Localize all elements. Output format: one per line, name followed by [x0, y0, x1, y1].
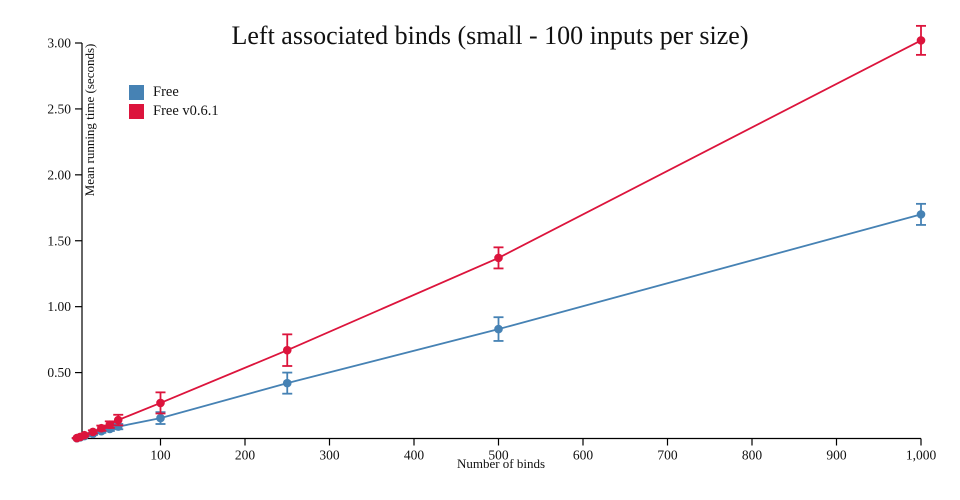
- series-free-v0-6-1: [71, 24, 926, 443]
- legend: Free Free v0.6.1: [129, 85, 219, 119]
- y-tick-label: 1.50: [47, 233, 71, 248]
- free-v0-6-1-point: [88, 427, 98, 437]
- chart-title: Left associated binds (small - 100 input…: [231, 21, 749, 50]
- legend-item-free-v0-6-1: Free v0.6.1: [129, 104, 219, 119]
- series-free: [71, 202, 926, 443]
- y-tick-label: 2.50: [47, 101, 71, 116]
- free-v0-6-1-point: [113, 415, 123, 425]
- free-point: [494, 324, 503, 334]
- x-axis-title: Number of binds: [456, 456, 546, 471]
- free-v0-6-1-point: [105, 420, 115, 429]
- y-tick-label: 0.50: [47, 365, 71, 380]
- x-tick-label: 700: [657, 448, 678, 463]
- y-axis-title: Mean running time (seconds): [82, 43, 97, 197]
- free-point: [156, 413, 165, 423]
- legend-item-free: Free: [129, 85, 219, 100]
- x-tick-label: 100: [150, 448, 171, 463]
- x-tick-label: 500: [488, 448, 509, 463]
- free-v0-6-1-point: [282, 345, 292, 355]
- free-v0-6-1-point: [156, 398, 165, 408]
- y-tick-label: 3.00: [47, 36, 71, 51]
- free-v0-6-1-point: [916, 36, 926, 45]
- x-tick-label: 300: [319, 448, 340, 463]
- y-tick-label: 1.00: [47, 299, 71, 314]
- free-series-swatch: [129, 85, 144, 100]
- legend-label-free-v0-6-1: Free v0.6.1: [153, 103, 219, 119]
- x-tick-label: 200: [235, 448, 256, 463]
- free-v0-6-1-point: [97, 423, 106, 433]
- x-tick-label: 900: [826, 448, 847, 463]
- legend-label-free: Free: [153, 84, 179, 100]
- free-v0-6-1-point: [494, 253, 503, 263]
- free-v0-6-1-series-swatch: [129, 104, 144, 119]
- x-tick-label: 800: [742, 448, 763, 463]
- free-point: [282, 378, 292, 388]
- free-point: [916, 210, 926, 219]
- x-tick-label: 600: [573, 448, 594, 463]
- free-v0-6-1-point: [80, 430, 89, 440]
- x-tick-label: 400: [404, 448, 425, 463]
- x-tick-label: 1,000: [906, 448, 937, 463]
- y-tick-label: 2.00: [47, 167, 71, 182]
